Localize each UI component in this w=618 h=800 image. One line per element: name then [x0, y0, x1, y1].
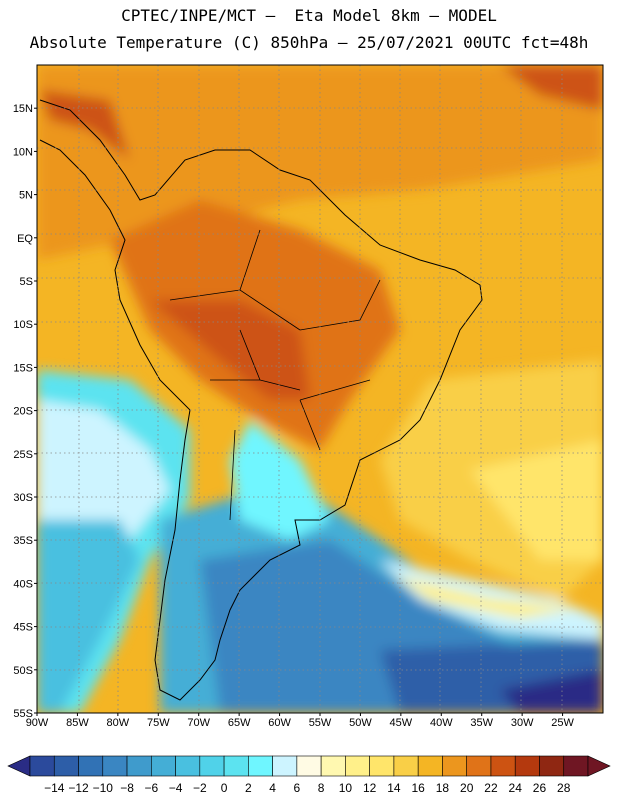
colorbar-label: −6	[144, 781, 158, 795]
colorbar-label: 10	[339, 781, 353, 795]
latitude-axis: 15N 10N 5N EQ 5S 10S 15S 20S 25S 30S 35S 40S 45S 50S 5…	[13, 103, 37, 720]
lon-tick-label: 80W	[107, 717, 130, 729]
lat-tick-label: 10N	[13, 146, 33, 158]
lon-tick-label: 25W	[551, 717, 574, 729]
lon-tick-label: 60W	[268, 717, 291, 729]
lon-tick-label: 90W	[26, 717, 49, 729]
longitude-axis: 90W 85W 80W 75W 70W 65W 60W 55W 50W 45W 40W 35W 30W 2…	[26, 713, 574, 729]
lat-tick-label: 50S	[13, 665, 33, 677]
colorbar-swatch	[78, 755, 104, 777]
colorbar-swatch	[175, 755, 201, 777]
lat-tick-label: 5S	[20, 276, 33, 288]
lat-tick-label: 15N	[13, 103, 33, 115]
colorbar-swatch	[199, 755, 225, 777]
colorbar-swatch	[466, 755, 492, 777]
lon-tick-label: 45W	[390, 717, 413, 729]
lon-tick-label: 30W	[511, 717, 534, 729]
lon-tick-label: 75W	[147, 717, 170, 729]
colorbar-label: 16	[411, 781, 425, 795]
colorbar-swatch	[151, 755, 176, 777]
colorbar-swatch	[53, 755, 79, 777]
colorbar-swatch	[272, 755, 298, 777]
lat-tick-label: EQ	[17, 233, 33, 245]
lat-tick-label: 35S	[13, 535, 33, 547]
lon-tick-label: 50W	[349, 717, 372, 729]
colorbar-swatch	[320, 755, 346, 777]
colorbar-label: −2	[193, 781, 207, 795]
colorbar-swatch	[296, 755, 322, 777]
lon-tick-label: 65W	[228, 717, 251, 729]
colorbar-label: 28	[557, 781, 571, 795]
lon-tick-label: 35W	[470, 717, 493, 729]
lon-tick-label: 55W	[309, 717, 332, 729]
colorbar-label: −12	[68, 781, 89, 795]
colorbar-label: 26	[533, 781, 547, 795]
colorbar-label: 14	[387, 781, 401, 795]
lat-tick-label: 30S	[13, 492, 33, 504]
colorbar-swatch	[369, 755, 395, 777]
colorbar-label: 12	[363, 781, 377, 795]
lat-tick-label: 20S	[13, 406, 33, 418]
colorbar-label: 2	[245, 781, 252, 795]
colorbar-swatch	[442, 755, 467, 777]
lat-tick-label: 25S	[13, 449, 33, 461]
colorbar-high-arrow	[587, 755, 611, 777]
colorbar: −14 −12 −10 −8 −6 −4 −2 0 2 4 6 8 10 12 14 16 18 20 22 24 26…	[7, 755, 611, 795]
map-title-line2: Absolute Temperature (C) 850hPa – 25/07/…	[29, 33, 589, 52]
country-borders	[169, 229, 381, 521]
colorbar-swatch	[563, 755, 589, 777]
temperature-field	[37, 65, 603, 713]
colorbar-label: 20	[460, 781, 474, 795]
colorbar-label: 24	[509, 781, 523, 795]
colorbar-label: 6	[294, 781, 301, 795]
colorbar-label: 22	[484, 781, 498, 795]
lat-tick-label: 10S	[13, 319, 33, 331]
colorbar-swatch	[490, 755, 516, 777]
colorbar-swatch	[345, 755, 370, 777]
lat-tick-label: 40S	[13, 578, 33, 590]
lat-tick-label: 5N	[19, 190, 33, 202]
colorbar-label: 18	[436, 781, 450, 795]
colorbar-label: 8	[318, 781, 325, 795]
colorbar-swatch	[514, 755, 540, 777]
map-title-line1: CPTEC/INPE/MCT – Eta Model 8km – MODEL	[121, 6, 497, 25]
colorbar-swatch	[393, 755, 419, 777]
colorbar-low-arrow	[7, 755, 31, 777]
colorbar-label: 0	[221, 781, 228, 795]
lon-tick-label: 85W	[66, 717, 89, 729]
colorbar-swatch	[539, 755, 565, 777]
colorbar-swatch	[126, 755, 152, 777]
colorbar-swatch	[223, 755, 249, 777]
colorbar-label: −8	[120, 781, 134, 795]
colorbar-swatch	[29, 755, 55, 777]
colorbar-label: −14	[44, 781, 65, 795]
colorbar-swatch	[102, 755, 128, 777]
colorbar-label: −10	[93, 781, 114, 795]
continent-outline	[39, 99, 483, 701]
lat-tick-label: 45S	[13, 622, 33, 634]
lat-tick-label: 15S	[13, 362, 33, 374]
colorbar-label: 4	[269, 781, 276, 795]
colorbar-swatch	[248, 755, 273, 777]
graticule	[37, 65, 603, 713]
colorbar-label: −4	[169, 781, 183, 795]
lon-tick-label: 70W	[187, 717, 210, 729]
lon-tick-label: 40W	[430, 717, 453, 729]
lat-tick-label: 55S	[13, 708, 33, 720]
colorbar-swatch	[417, 755, 443, 777]
